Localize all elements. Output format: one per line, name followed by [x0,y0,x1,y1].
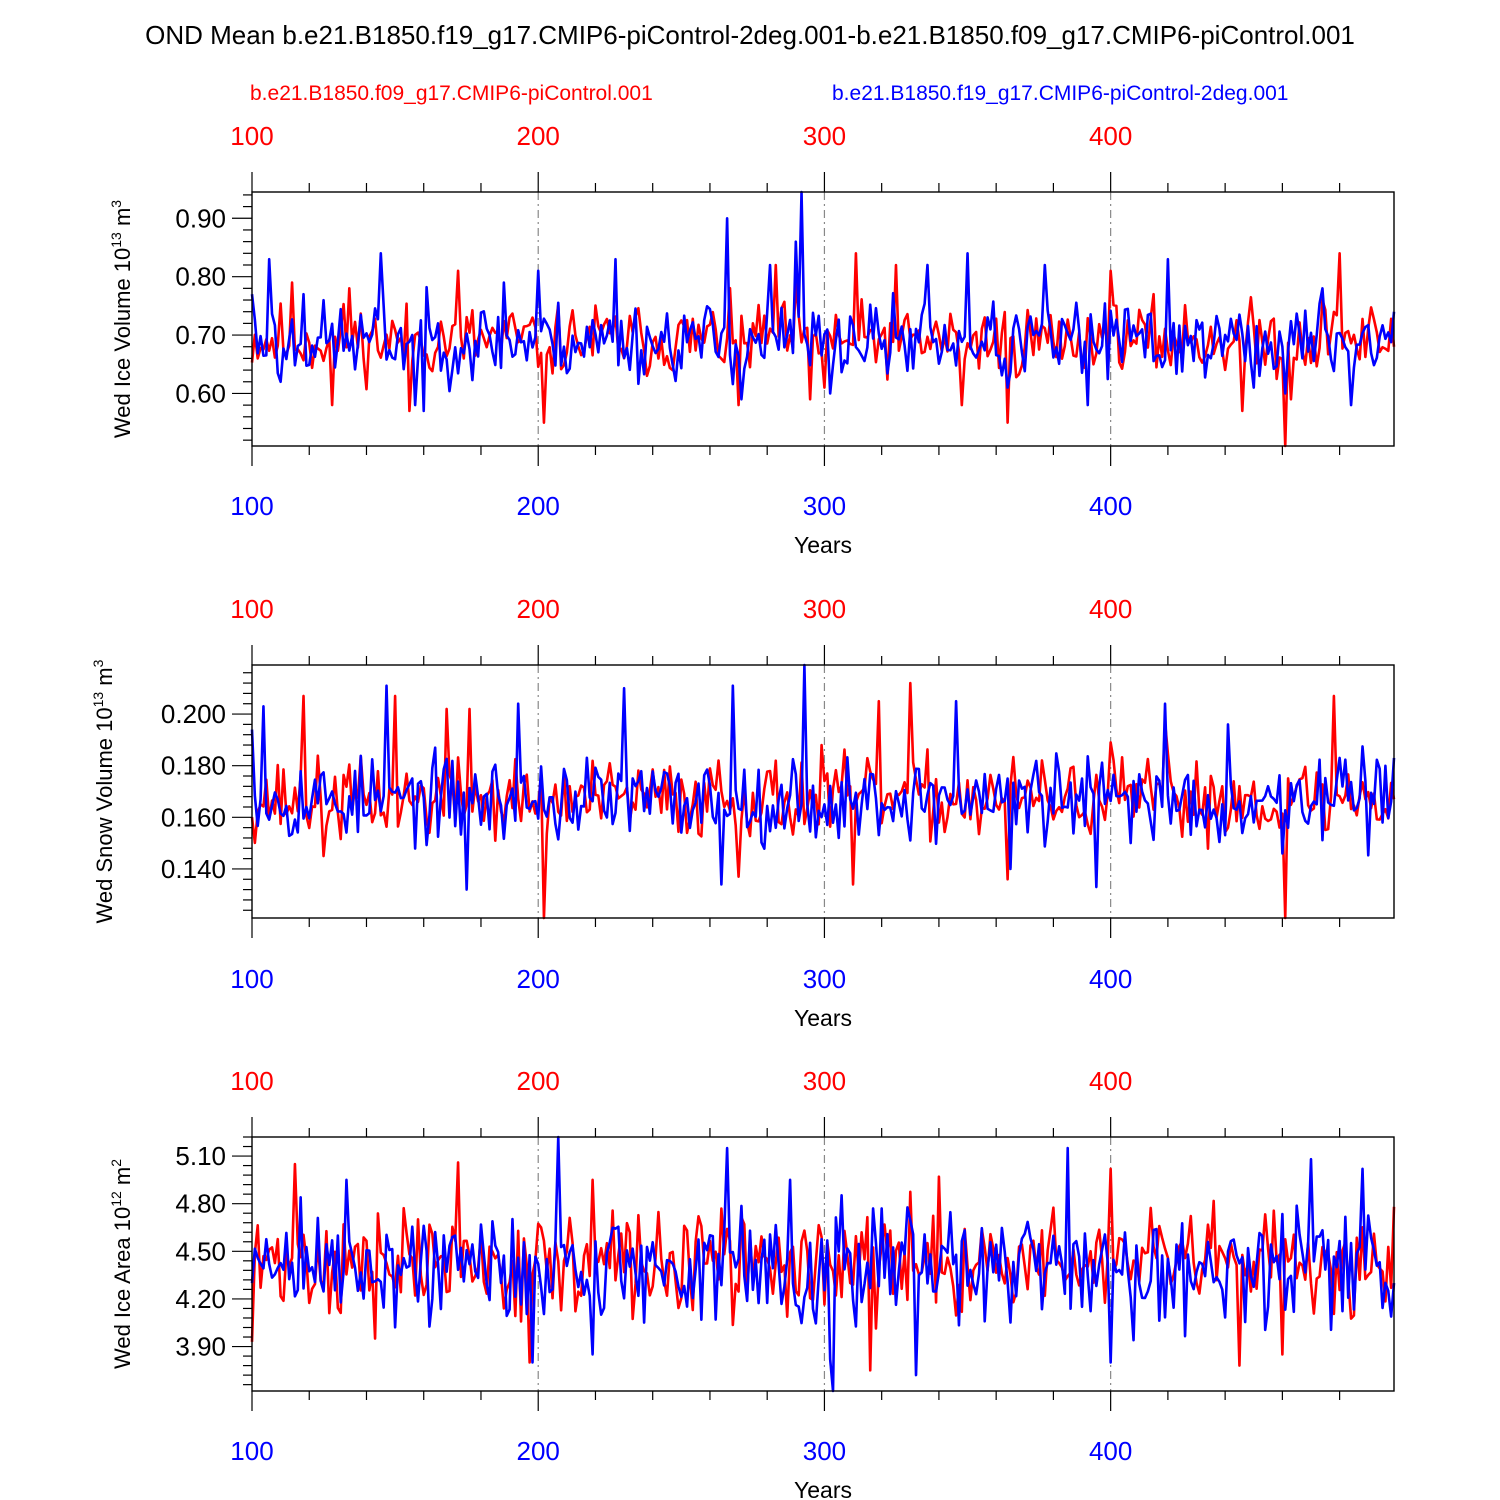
series-line-red [250,681,1396,920]
y-tick-label: 0.160 [161,802,226,832]
x-tick-label-bottom: 300 [803,491,846,521]
x-tick-label-top: 300 [803,121,846,151]
x-tick-label-top: 200 [517,594,560,624]
y-tick-label: 0.60 [175,378,226,408]
x-tick-label-top: 400 [1089,1066,1132,1096]
panel-3: 3.90 4.20 4.50 4.80 5.10 100 100 200 200 300 300 40… [108,1066,1396,1500]
x-tick-label-bottom: 100 [230,964,273,994]
y-tick-label: 0.80 [175,262,226,292]
y-tick-label: 0.200 [161,699,226,729]
y-axis-label: Wed Ice Volume 1013 m3 [108,200,135,438]
x-tick-label-top: 400 [1089,594,1132,624]
x-axis-label: Years [794,532,852,558]
x-axis-label: Years [794,1005,852,1031]
series-line-blue [250,663,1396,891]
plot-frame [251,664,1395,919]
x-tick-label-top: 300 [803,1066,846,1096]
y-tick-label: 0.140 [161,854,226,884]
x-axis-label: Years [794,1477,852,1500]
y-tick-label: 0.70 [175,320,226,350]
panel-1: 0.60 0.70 0.80 0.90 100 100 200 200 300 300 400 400… [108,121,1396,558]
x-tick-label-top: 100 [230,121,273,151]
x-tick-label-top: 200 [517,1066,560,1096]
series-line-blue [250,190,1396,413]
y-tick-label: 5.10 [175,1141,226,1171]
y-tick-label: 4.20 [175,1284,226,1314]
legend-red-case: b.e21.B1850.f09_g17.CMIP6-piControl.001 [250,82,653,105]
y-tick-label: 0.180 [161,751,226,781]
plot-frame [251,1136,1395,1392]
y-tick-label: 3.90 [175,1332,226,1362]
y-axis-label: Wed Ice Area 1012 m2 [108,1159,135,1369]
x-tick-label-bottom: 300 [803,964,846,994]
x-tick-label-bottom: 400 [1089,1436,1132,1466]
y-tick-label: 0.90 [175,203,226,233]
y-tick-label: 4.50 [175,1236,226,1266]
x-tick-label-top: 200 [517,121,560,151]
x-tick-label-bottom: 400 [1089,964,1132,994]
x-tick-label-bottom: 400 [1089,491,1132,521]
x-tick-label-bottom: 200 [517,964,560,994]
legend-blue-case: b.e21.B1850.f19_g17.CMIP6-piControl-2deg… [832,82,1289,105]
x-tick-label-top: 300 [803,594,846,624]
x-tick-label-top: 100 [230,1066,273,1096]
y-tick-label: 4.80 [175,1189,226,1219]
panel-2: 0.140 0.160 0.180 0.200 100 100 200 200 300 300 40… [90,594,1396,1031]
y-axis-label: Wed Snow Volume 1013 m3 [90,659,117,923]
x-tick-label-top: 400 [1089,121,1132,151]
series-line-blue [250,1135,1396,1393]
plot-frame [251,191,1395,447]
x-tick-label-bottom: 300 [803,1436,846,1466]
x-tick-label-bottom: 100 [230,1436,273,1466]
x-tick-label-bottom: 200 [517,1436,560,1466]
chart-title: OND Mean b.e21.B1850.f19_g17.CMIP6-piCon… [145,20,1355,50]
x-tick-label-bottom: 100 [230,491,273,521]
x-tick-label-bottom: 200 [517,491,560,521]
x-tick-label-top: 100 [230,594,273,624]
